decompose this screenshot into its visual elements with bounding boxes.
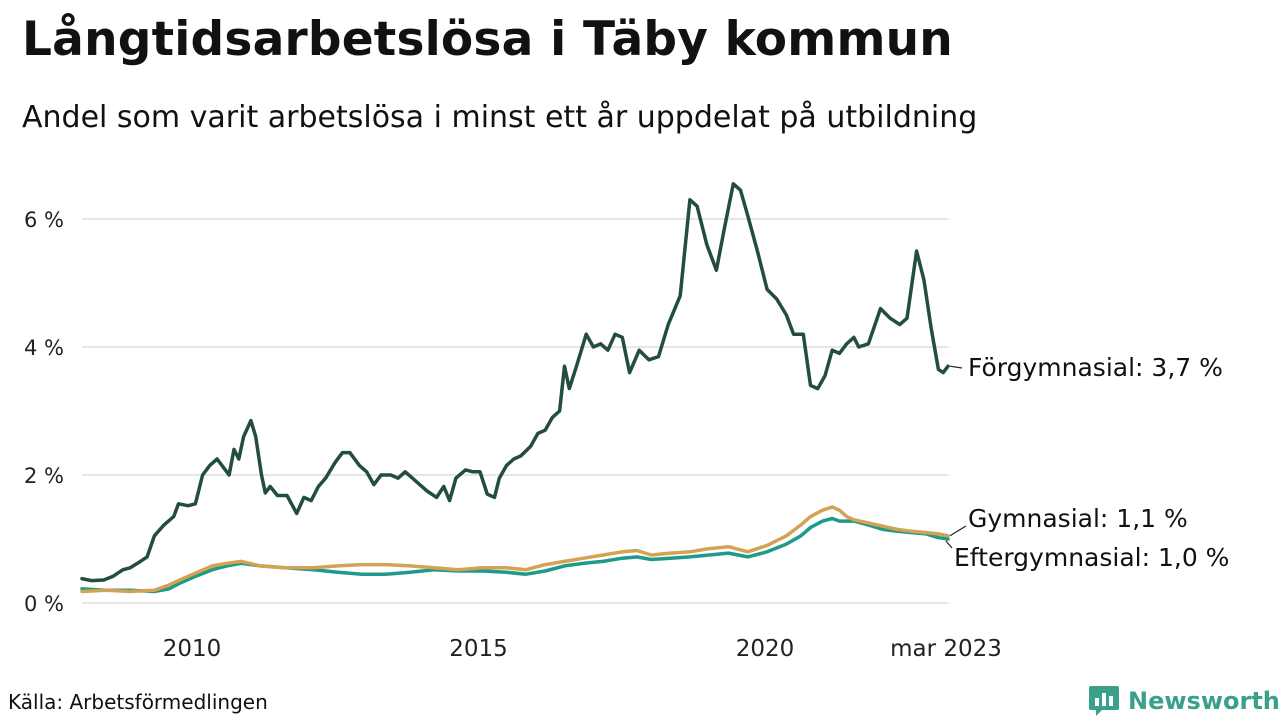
y-tick-label: 6 % [24, 208, 64, 232]
grid-lines [82, 218, 948, 604]
end-label-förgymnasial: Förgymnasial: 3,7 % [968, 353, 1223, 382]
chart-subtitle: Andel som varit arbetslösa i minst ett å… [22, 100, 978, 135]
end-labels: Förgymnasial: 3,7 % Gymnasial: 1,1 % Efter… [945, 353, 1229, 572]
source-note: Källa: Arbetsförmedlingen [8, 690, 268, 714]
end-label-leader [945, 540, 953, 549]
series-line-gymnasial [80, 505, 950, 594]
series-line-förgymnasial [80, 182, 950, 583]
brand-logo: Newsworthy [1088, 684, 1280, 718]
end-label-eftergymnasial: Eftergymnasial: 1,0 % [954, 543, 1229, 572]
brand-name: Newsworthy [1128, 687, 1280, 715]
y-tick-label: 0 % [24, 592, 64, 616]
end-label-leader [949, 365, 963, 369]
chart-title: Långtidsarbetslösa i Täby kommun [22, 12, 953, 67]
x-tick-label: mar 2023 [890, 636, 1002, 662]
x-tick-label: 2010 [163, 636, 222, 662]
y-axis-tick-labels: 0 % 2 % 4 % 6 % [24, 208, 64, 616]
newsworthy-logo-icon [1089, 686, 1119, 716]
series-line-eftergymnasial [80, 516, 950, 594]
x-axis-tick-labels: 2010 2015 2020 mar 2023 [163, 636, 1002, 662]
end-label-leader [949, 525, 967, 537]
x-tick-label: 2015 [449, 636, 508, 662]
y-tick-label: 2 % [24, 464, 64, 488]
x-tick-label: 2020 [736, 636, 795, 662]
end-label-gymnasial: Gymnasial: 1,1 % [968, 504, 1188, 533]
series-lines [80, 182, 950, 594]
y-tick-label: 4 % [24, 336, 64, 360]
